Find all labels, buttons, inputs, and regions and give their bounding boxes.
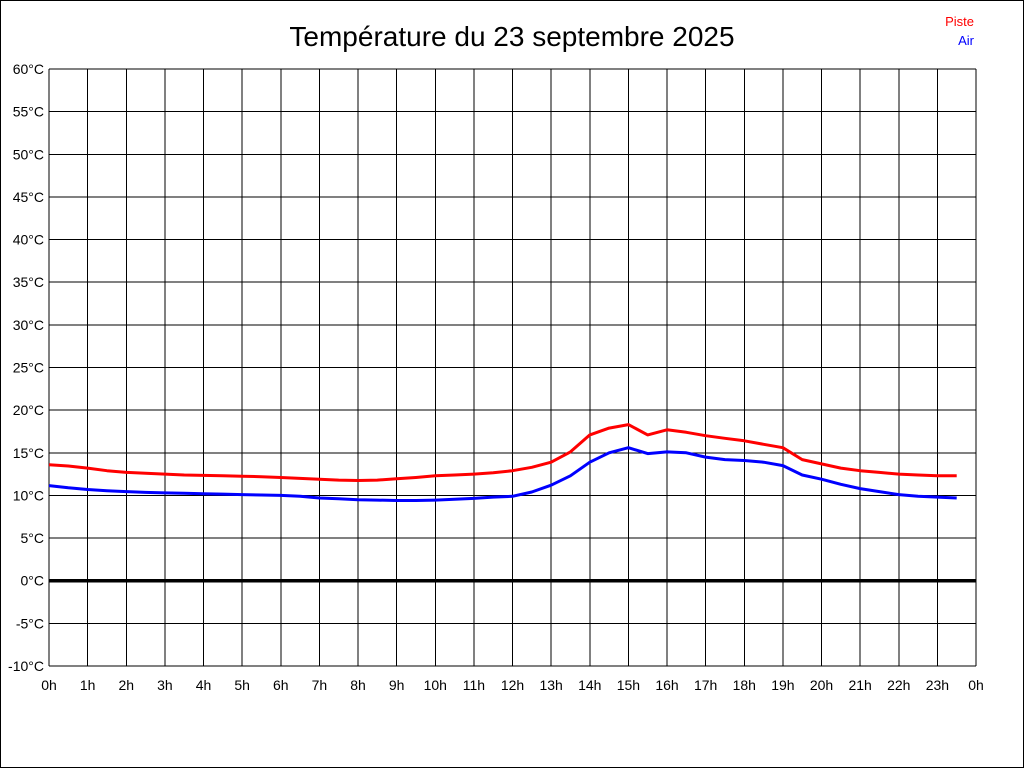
- x-tick-label: 11h: [463, 677, 485, 693]
- x-tick-label: 16h: [655, 677, 678, 693]
- y-tick-label: 45°C: [13, 189, 44, 205]
- y-tick-label: 35°C: [13, 274, 44, 290]
- series-line-piste: [48, 423, 957, 482]
- x-tick-label: 8h: [350, 677, 366, 693]
- x-tick-label: 0h: [41, 677, 57, 693]
- legend: Piste Air: [945, 12, 974, 50]
- x-tick-label: 12h: [501, 677, 524, 693]
- x-tick-label: 1h: [80, 677, 96, 693]
- legend-air: Air: [958, 33, 974, 48]
- x-tick-label: 19h: [771, 677, 794, 693]
- x-tick-label: 14h: [578, 677, 601, 693]
- x-tick-label: 5h: [234, 677, 250, 693]
- series-line-air: [48, 446, 957, 502]
- x-tick-label: 13h: [539, 677, 562, 693]
- x-tick-label: 7h: [312, 677, 328, 693]
- y-tick-label: 15°C: [13, 445, 44, 461]
- y-tick-label: 40°C: [13, 232, 44, 248]
- y-tick-label: 30°C: [13, 317, 44, 333]
- x-tick-label: 4h: [196, 677, 212, 693]
- y-tick-label: 60°C: [13, 61, 44, 77]
- x-tick-label: 22h: [887, 677, 910, 693]
- chart-title: Température du 23 septembre 2025: [289, 21, 735, 52]
- y-tick-label: 25°C: [13, 360, 44, 376]
- y-tick-label: 20°C: [13, 402, 44, 418]
- y-tick-label: 55°C: [13, 104, 44, 120]
- x-tick-label: 18h: [733, 677, 756, 693]
- y-axis-labels: 60°C 55°C 50°C 45°C 40°C 35°C 30°C 25°C 20°C 15°C…: [8, 61, 44, 674]
- x-tick-label: 10h: [424, 677, 447, 693]
- y-tick-label: 10°C: [13, 487, 44, 503]
- y-tick-label: 0°C: [21, 573, 45, 589]
- y-tick-label: 50°C: [13, 146, 44, 162]
- x-tick-label: 6h: [273, 677, 289, 693]
- x-tick-label: 23h: [926, 677, 949, 693]
- legend-piste: Piste: [945, 14, 974, 29]
- x-tick-label: 9h: [389, 677, 405, 693]
- y-tick-label: 5°C: [21, 530, 45, 546]
- y-tick-label: -10°C: [8, 658, 44, 674]
- x-tick-label: 20h: [810, 677, 833, 693]
- y-tick-label: -5°C: [16, 615, 44, 631]
- x-tick-label: 3h: [157, 677, 173, 693]
- x-tick-label: 0h: [968, 677, 984, 693]
- x-tick-label: 21h: [848, 677, 871, 693]
- x-tick-label: 17h: [694, 677, 717, 693]
- x-tick-label: 2h: [118, 677, 134, 693]
- grid: [48, 68, 977, 667]
- x-tick-label: 15h: [617, 677, 640, 693]
- x-axis-labels: 0h 1h 2h 3h 4h 5h 6h 7h 8h 9h 10h 11h 12h 13h 14h 15h 16…: [41, 677, 984, 693]
